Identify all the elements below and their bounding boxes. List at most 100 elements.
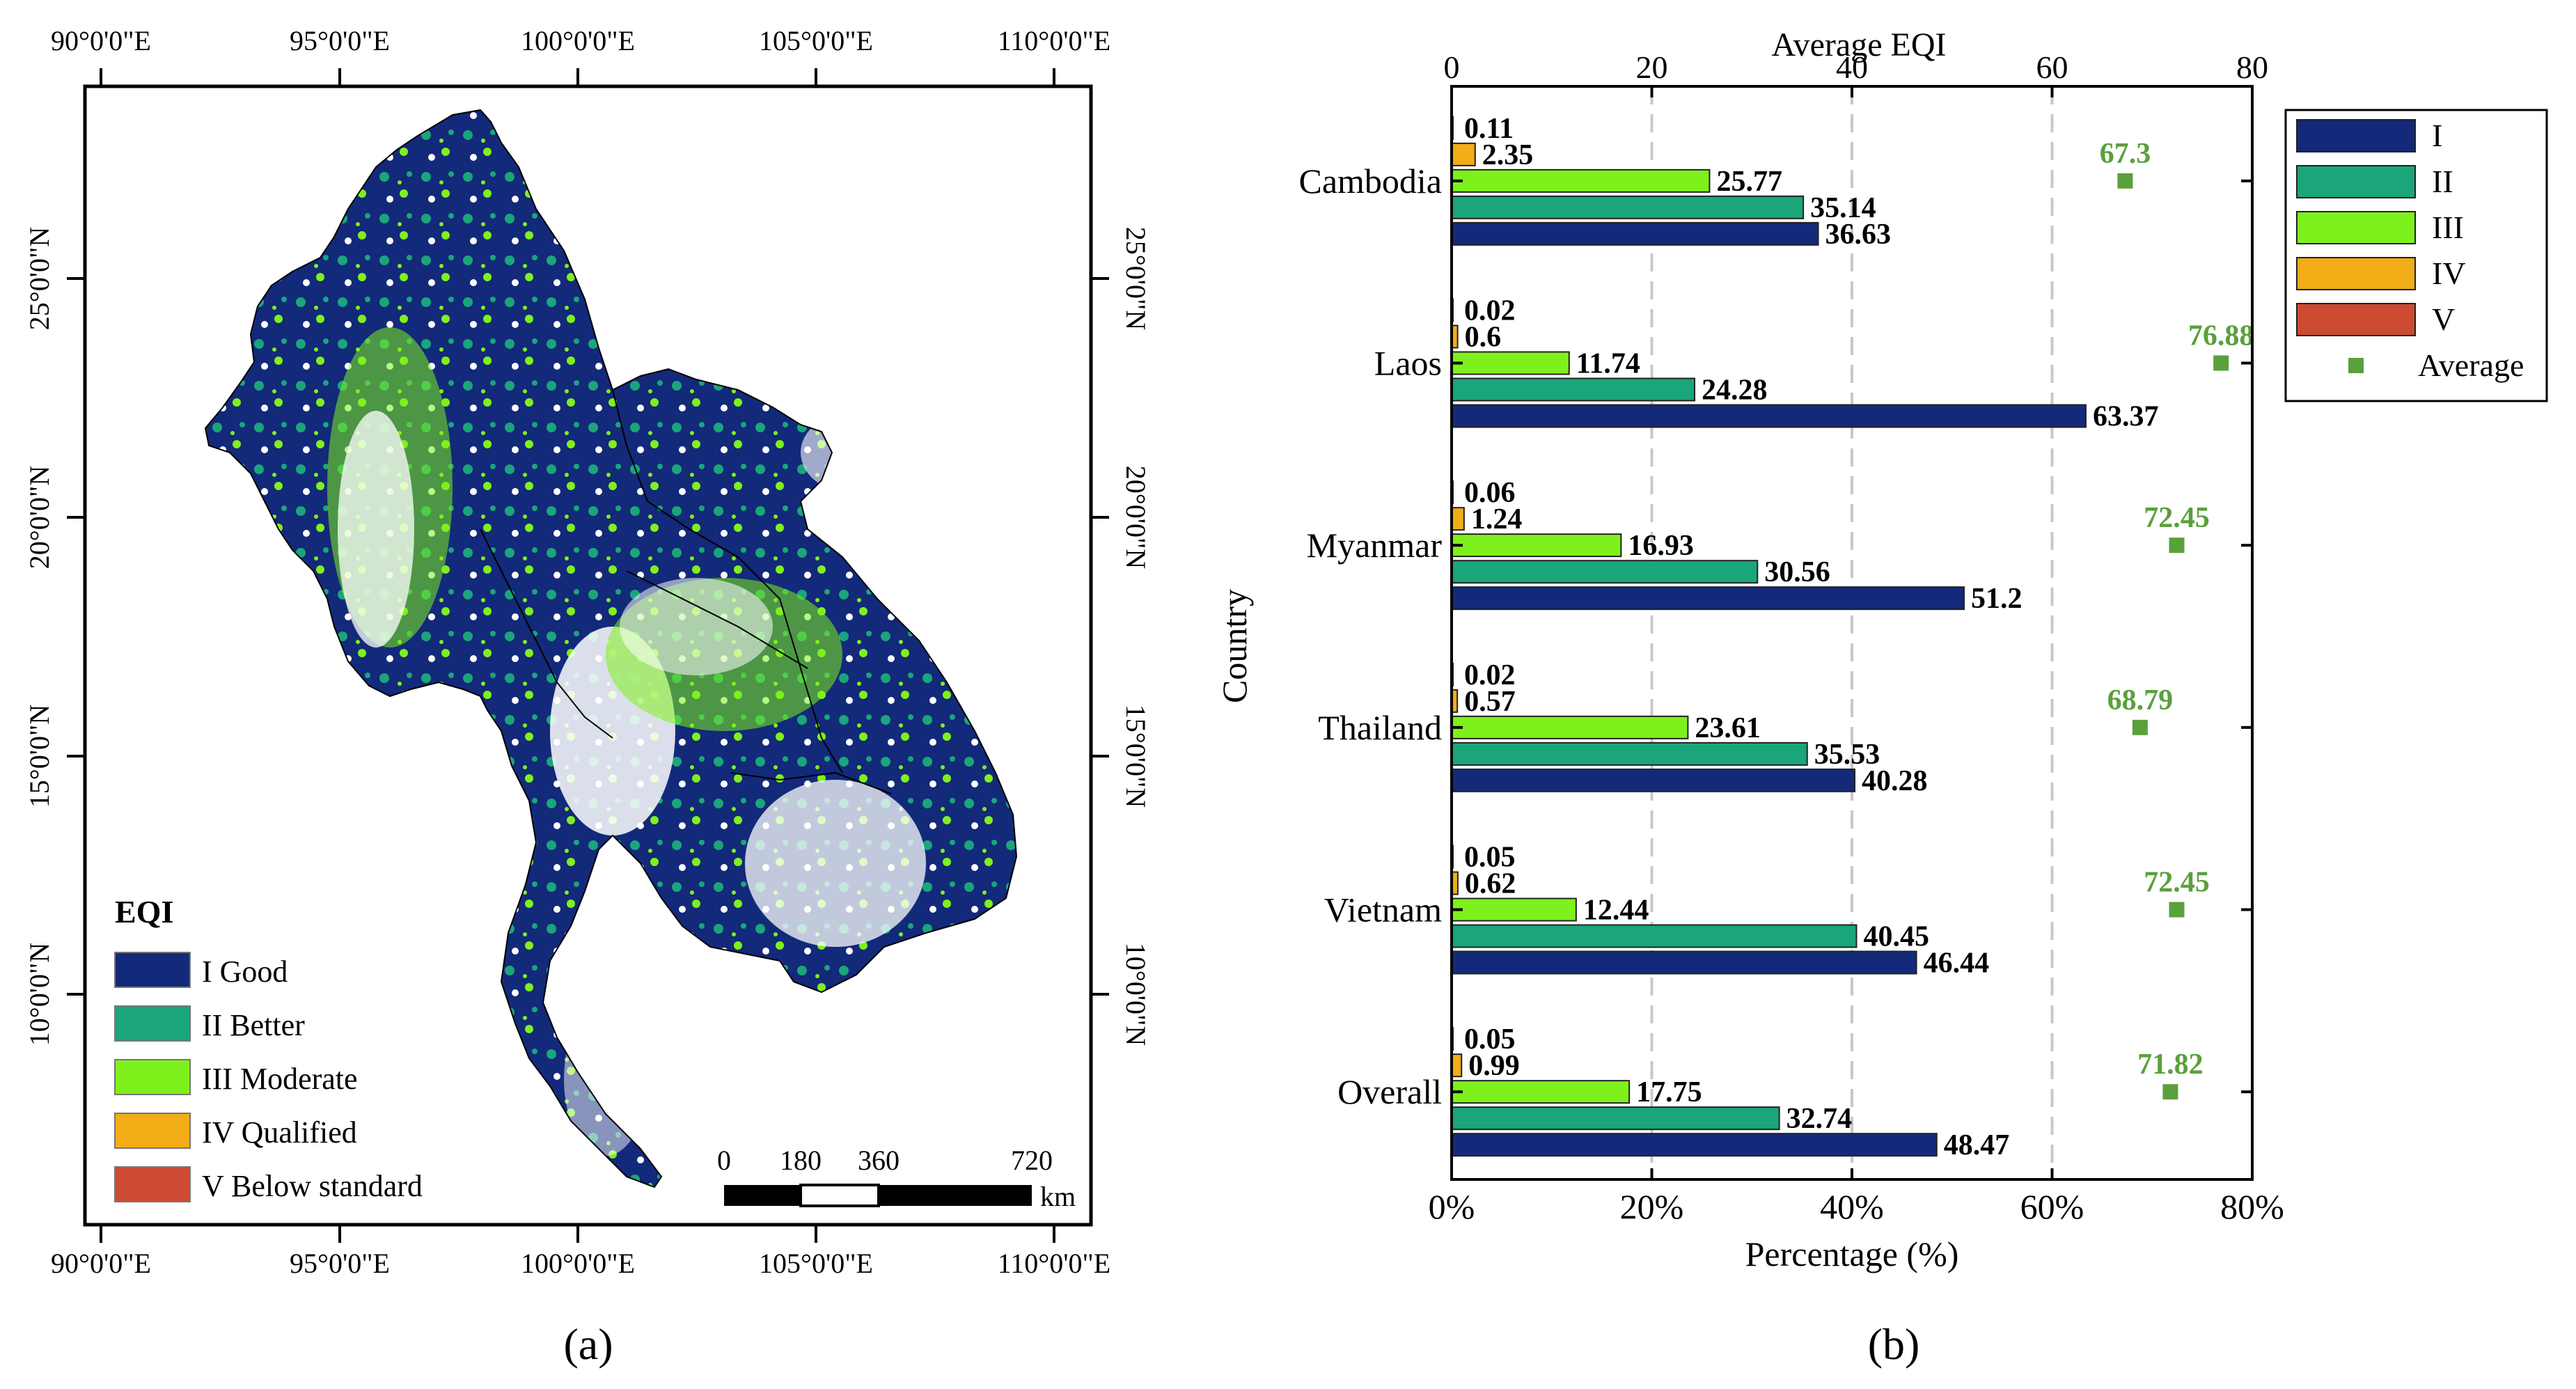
bottom-tick-label: 20% <box>1620 1187 1684 1226</box>
chart-xlabel: Percentage (%) <box>1745 1234 1959 1273</box>
average-marker <box>2169 902 2185 918</box>
map-scalebar: 0 180 360 720 km <box>717 1145 1076 1212</box>
chart-ylabel: Country <box>1215 589 1254 703</box>
map-legend-swatch-v <box>114 1166 191 1202</box>
map-legend-swatch-ii <box>114 1005 191 1042</box>
bar-ii <box>1451 1106 1780 1131</box>
map-ticks <box>67 68 1109 1243</box>
map-lat-right-label: 10°0'0"N <box>1120 943 1152 1046</box>
bar-value-label: 11.74 <box>1576 348 1640 380</box>
map-lon-bottom-label: 90°0'0"E <box>51 1248 151 1279</box>
top-tick-label: 60 <box>2036 49 2068 85</box>
caption-b: (b) <box>1868 1319 1920 1369</box>
category-label: Thailand <box>1318 708 1442 747</box>
bar-iv <box>1451 1053 1463 1078</box>
gridlines <box>1650 86 2054 1179</box>
legend-swatch-ii <box>2296 165 2416 198</box>
map-legend-label-v: V Below standard <box>202 1169 423 1203</box>
map-legend-label-iii: III Moderate <box>202 1062 358 1096</box>
bar-value-label: 0.02 <box>1464 295 1516 327</box>
bar-value-label: 0.05 <box>1464 842 1516 874</box>
legend-swatch-i <box>2296 119 2416 152</box>
average-marker <box>2162 1084 2178 1100</box>
top-tick-label: 0 <box>1444 49 1460 85</box>
bar-value-label: 48.47 <box>1944 1129 2010 1161</box>
category-label: Overall <box>1337 1072 1442 1111</box>
bar-ii <box>1451 195 1805 219</box>
bar-value-label: 40.28 <box>1862 765 1928 797</box>
bar-i <box>1451 221 1819 246</box>
map-lat-left-label: 25°0'0"N <box>24 227 55 330</box>
average-marker <box>2169 537 2185 554</box>
map-legend-swatch-iii <box>114 1059 191 1095</box>
average-marker <box>2132 719 2148 735</box>
average-value-label: 67.3 <box>2100 138 2151 170</box>
bar-iii <box>1451 715 1689 739</box>
map-lat-right-label: 15°0'0"N <box>1120 705 1152 808</box>
legend-label-v: V <box>2432 301 2455 337</box>
average-labels: 67.3 76.88 72.45 68.79 72.45 71.82 <box>2100 138 2254 1081</box>
top-tick-label: 80 <box>2236 49 2268 85</box>
map-legend-label-iv: IV Qualified <box>202 1115 357 1149</box>
average-value-label: 76.88 <box>2188 320 2254 352</box>
bar-ii <box>1451 377 1696 402</box>
map-lon-bottom-label: 95°0'0"E <box>290 1248 390 1279</box>
scalebar-tick-label: 0 <box>717 1145 731 1176</box>
map-legend-swatch-i <box>114 952 191 988</box>
bar-iii <box>1451 533 1622 558</box>
chart-panel: Average EQI 0.112.3525.7735.1436.630.020… <box>1215 26 2548 1369</box>
map-lon-top-label: 110°0'0"E <box>998 25 1110 56</box>
bar-value-label: 51.2 <box>1971 583 2023 615</box>
bar-i <box>1451 404 2087 428</box>
bar-value-label: 0.6 <box>1465 322 1502 354</box>
average-marker <box>2117 173 2133 189</box>
bar-iv <box>1451 142 1476 166</box>
map-borders <box>480 389 892 794</box>
bar-value-label: 0.06 <box>1464 477 1516 509</box>
bar-i <box>1451 586 1965 611</box>
bar-value-label: 24.28 <box>1702 375 1768 407</box>
bar-i <box>1451 1133 1938 1157</box>
legend-swatch-iv <box>2296 257 2416 290</box>
bar-value-label: 23.61 <box>1695 712 1761 744</box>
bar-i <box>1451 768 1856 792</box>
average-value-label: 72.45 <box>2144 502 2210 534</box>
legend-swatch-v <box>2296 303 2416 336</box>
legend-marker-average <box>2348 358 2364 373</box>
map-coastline <box>204 109 1018 1188</box>
average-value-label: 71.82 <box>2137 1049 2204 1081</box>
caption-a: (a) <box>563 1319 613 1369</box>
legend-label-iii: III <box>2432 210 2464 245</box>
bar-value-label: 36.63 <box>1825 219 1892 251</box>
bar-value-label: 32.74 <box>1786 1103 1853 1135</box>
average-value-label: 72.45 <box>2144 867 2210 899</box>
average-value-label: 68.79 <box>2107 684 2174 716</box>
scalebar-unit: km <box>1040 1181 1076 1212</box>
bar-value-label: 35.14 <box>1810 192 1876 224</box>
map-lat-right-label: 25°0'0"N <box>1120 227 1152 330</box>
legend-label-iv: IV <box>2432 256 2466 291</box>
bar-value-label: 17.75 <box>1636 1076 1702 1108</box>
bottom-tick-label: 0% <box>1429 1187 1475 1226</box>
bar-value-label: 0.11 <box>1464 113 1514 145</box>
bar-value-label: 0.57 <box>1464 686 1516 718</box>
legend-swatch-iii <box>2296 211 2416 244</box>
top-tick-label: 20 <box>1636 49 1668 85</box>
category-label: Vietnam <box>1324 890 1442 929</box>
category-labels: Cambodia Laos Myanmar Thailand Vietnam Overal… <box>1298 162 1442 1111</box>
chart-legend-frame <box>2284 109 2548 402</box>
bar-value-label: 0.05 <box>1464 1023 1516 1056</box>
axis-ticks <box>1450 86 2254 1179</box>
bottom-tick-label: 40% <box>1820 1187 1884 1226</box>
bottom-tick-labels: 0% 20% 40% 60% 80% <box>1429 1187 2284 1226</box>
legend-label-average: Average <box>2418 347 2524 383</box>
bar-value-label: 35.53 <box>1814 739 1880 771</box>
bar-labels: 0.112.3525.7735.1436.630.020.611.7424.28… <box>1464 113 2158 1161</box>
map-legend: EQI I Good II Better III Moderate IV Qua… <box>114 894 423 1203</box>
map-lon-top-label: 105°0'0"E <box>759 25 873 56</box>
bar-value-label: 25.77 <box>1716 166 1782 198</box>
bar-value-label: 63.37 <box>2093 401 2159 433</box>
bar-ii <box>1451 741 1808 766</box>
map-legend-swatch-iv <box>114 1113 191 1149</box>
map-panel: 90°0'0"E 95°0'0"E 100°0'0"E 105°0'0"E 11… <box>24 25 1152 1369</box>
